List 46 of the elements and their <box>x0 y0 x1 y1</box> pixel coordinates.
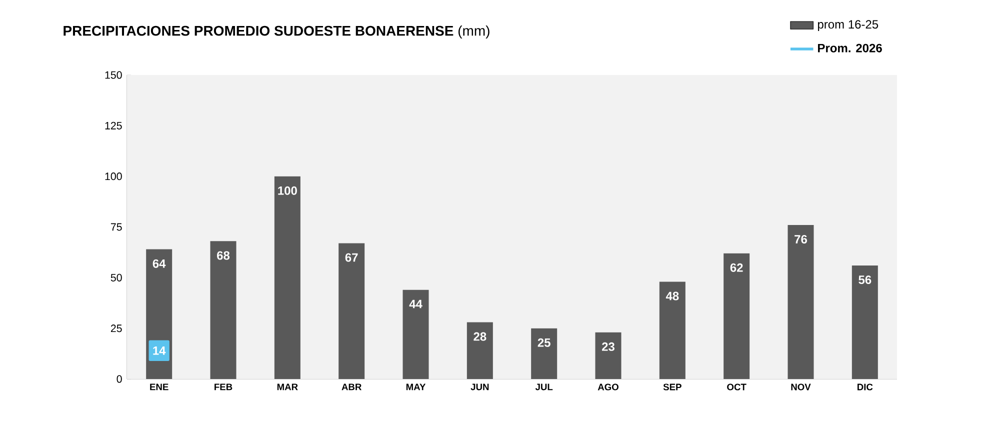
bar <box>531 328 558 379</box>
y-tick-label: 50 <box>110 274 122 282</box>
data-label: 62 <box>730 263 743 272</box>
legend-label: prom 16-25 <box>818 20 878 31</box>
data-label: 68 <box>217 251 230 260</box>
bar <box>724 253 750 379</box>
y-tick-label: 75 <box>110 223 122 231</box>
bar <box>595 332 622 379</box>
data-label: 14 <box>153 346 166 355</box>
bar <box>274 176 300 379</box>
x-tick-label: AGO <box>598 384 618 390</box>
x-tick-label: FEB <box>214 384 232 390</box>
data-label: 76 <box>794 235 807 244</box>
bar <box>852 266 878 379</box>
x-tick-label: DIC <box>858 384 873 390</box>
data-label: 100 <box>278 186 297 195</box>
bar <box>210 241 236 379</box>
x-tick-label: ENE <box>150 384 168 390</box>
bar <box>466 322 493 379</box>
y-tick-label: 25 <box>110 324 122 332</box>
data-label: 56 <box>858 276 872 284</box>
x-tick-label: MAY <box>406 384 426 390</box>
y-tick-label: 150 <box>105 71 122 79</box>
data-label: 48 <box>666 292 679 300</box>
legend-label: Prom. 2026 <box>818 44 882 52</box>
x-tick-label: NOV <box>791 384 811 390</box>
bar <box>788 224 814 379</box>
data-label: 28 <box>474 332 486 341</box>
data-label: 67 <box>345 253 358 262</box>
y-tick-label: 0 <box>116 375 122 383</box>
bar <box>402 290 429 379</box>
y-tick-label: 100 <box>105 172 122 180</box>
x-tick-label: JUL <box>535 384 553 390</box>
x-tick-label: SEP <box>663 384 682 390</box>
bar <box>338 243 365 379</box>
x-tick-label: ABR <box>342 384 362 390</box>
chart-title: PRECIPITACIONES PROMEDIO SUDOESTE BONAERENSE (mm) <box>64 25 490 39</box>
y-tick-label: 125 <box>105 122 122 130</box>
data-label: 23 <box>602 342 614 351</box>
x-tick-label: OCT <box>727 384 746 390</box>
x-tick-label: JUN <box>470 384 489 390</box>
bar <box>659 282 686 379</box>
x-tick-label: MAR <box>277 384 298 390</box>
data-label: 25 <box>538 338 550 347</box>
data-label: 44 <box>409 300 422 308</box>
data-label: 64 <box>152 259 166 268</box>
